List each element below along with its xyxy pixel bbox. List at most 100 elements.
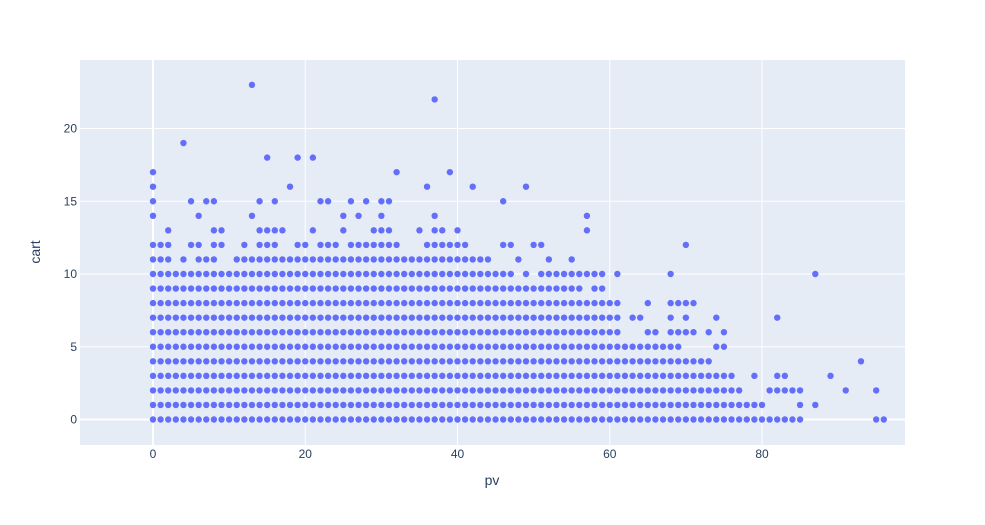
data-point (652, 372, 659, 380)
data-point (499, 343, 507, 350)
data-point (538, 314, 545, 321)
data-point (332, 416, 339, 423)
data-point (416, 401, 423, 409)
data-point (583, 314, 591, 321)
data-point (347, 285, 355, 292)
data-point (332, 329, 339, 336)
data-point (165, 329, 172, 336)
data-point (149, 358, 157, 365)
data-point (340, 372, 347, 380)
data-point (560, 387, 568, 394)
data-point (248, 401, 256, 409)
data-point (781, 416, 789, 423)
data-point (157, 314, 164, 321)
data-point (751, 372, 758, 380)
data-point (614, 314, 621, 321)
data-point (180, 285, 187, 292)
data-point (210, 358, 218, 365)
data-point (560, 329, 568, 336)
data-point (728, 416, 735, 423)
data-point (370, 387, 377, 394)
data-point (332, 358, 339, 365)
data-point (598, 343, 606, 350)
data-point (446, 299, 454, 307)
data-point (522, 343, 530, 350)
data-point (560, 285, 568, 292)
data-point (256, 227, 263, 234)
data-point (157, 387, 164, 394)
data-point (416, 299, 423, 307)
data-point (431, 329, 438, 336)
data-point (629, 314, 636, 321)
data-point (340, 387, 347, 394)
data-point (591, 372, 598, 380)
data-point (781, 372, 789, 380)
data-point (210, 256, 218, 263)
data-point (180, 299, 187, 307)
data-point (210, 343, 218, 350)
data-point (789, 416, 796, 423)
data-point (606, 416, 613, 423)
data-point (872, 416, 880, 423)
data-point (735, 416, 743, 423)
data-point (774, 416, 781, 423)
data-point (340, 401, 347, 409)
data-point (812, 401, 819, 409)
data-point (545, 387, 553, 394)
data-point (598, 401, 606, 409)
data-point (279, 270, 286, 278)
data-point (347, 387, 355, 394)
data-point (423, 343, 431, 350)
data-point (713, 387, 720, 394)
data-point (659, 416, 667, 423)
data-point (446, 314, 454, 321)
data-point (652, 416, 659, 423)
data-point (713, 314, 720, 321)
data-point (499, 372, 507, 380)
data-point (256, 401, 263, 409)
data-point (294, 329, 301, 336)
data-point (225, 358, 233, 365)
data-point (560, 372, 568, 380)
data-point (241, 372, 248, 380)
data-point (583, 358, 591, 365)
data-point (362, 314, 370, 321)
data-point (378, 387, 385, 394)
data-point (302, 329, 309, 336)
data-point (248, 329, 256, 336)
data-point (439, 241, 446, 249)
data-point (187, 387, 195, 394)
data-point (446, 256, 454, 263)
data-point (263, 329, 271, 336)
data-point (355, 314, 362, 321)
data-point (416, 285, 423, 292)
data-point (195, 285, 202, 292)
data-point (332, 256, 339, 263)
data-point (256, 241, 263, 249)
data-point (324, 299, 332, 307)
data-point (515, 416, 522, 423)
data-point (477, 358, 484, 365)
data-point (507, 343, 514, 350)
data-point (766, 387, 773, 394)
data-point (294, 299, 301, 307)
data-point (309, 343, 317, 350)
data-point (218, 358, 225, 365)
data-point (492, 416, 499, 423)
data-point (583, 387, 591, 394)
data-point (393, 270, 400, 278)
data-point (515, 329, 522, 336)
data-point (568, 416, 575, 423)
data-point (347, 256, 355, 263)
data-point (667, 270, 674, 278)
data-point (530, 299, 537, 307)
data-point (408, 299, 416, 307)
data-point (355, 372, 362, 380)
data-point (583, 329, 591, 336)
data-point (614, 329, 621, 336)
data-point (713, 372, 720, 380)
data-point (165, 270, 172, 278)
data-point (355, 212, 362, 219)
data-point (233, 401, 240, 409)
data-point (256, 387, 263, 394)
